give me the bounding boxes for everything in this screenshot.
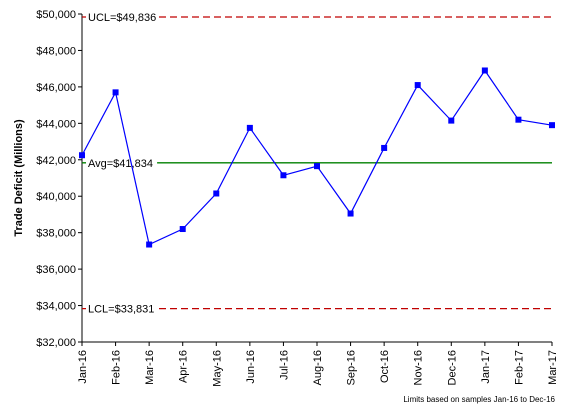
y-tick-label: $50,000: [36, 9, 76, 21]
x-tick-label: May-16: [211, 350, 223, 387]
x-tick-label: Feb-17: [513, 350, 525, 385]
x-tick-label: Jan-17: [480, 350, 492, 384]
x-tick-label: Feb-16: [111, 350, 123, 385]
y-tick-label: $36,000: [36, 264, 76, 276]
data-point-mar-16: [146, 241, 153, 248]
data-point-mar-17: [549, 122, 555, 129]
lcl-label-bg: [86, 301, 158, 316]
avg-label-bg: [86, 155, 158, 170]
ucl-label: UCL=$49,836: [88, 12, 156, 24]
data-point-apr-16: [179, 226, 186, 233]
axes: $32,000 $34,000 $36,000 $38,000 $40,000 $42,0…: [36, 9, 559, 387]
x-tick-label: Mar-16: [144, 350, 156, 385]
y-tick-label: $38,000: [36, 228, 76, 240]
y-tick-label: $32,000: [36, 337, 76, 349]
data-point-jul-16: [280, 172, 287, 179]
x-tick-label: Sep-16: [346, 350, 358, 385]
x-tick-label: Jun-16: [245, 350, 257, 384]
data-point-jun-16: [246, 124, 253, 131]
x-tick-label: Mar-17: [547, 350, 559, 385]
data-point-oct-16: [381, 144, 388, 151]
x-tick-label: Nov-16: [413, 350, 425, 385]
data-point-feb-17: [515, 116, 522, 123]
avg-label: Avg=$41,834: [88, 158, 153, 170]
footnote: Limits based on samples Jan-16 to Dec-16: [403, 395, 555, 404]
y-axis-label: Trade Deficit (Millions): [13, 119, 25, 237]
x-tick-label: Dec-16: [446, 350, 458, 385]
y-tick-label: $42,000: [36, 155, 76, 167]
x-tick-label: Oct-16: [379, 350, 391, 383]
x-tick-label: Apr-16: [178, 350, 190, 383]
data-point-jan-16: [79, 152, 85, 159]
data-point-aug-16: [314, 163, 320, 170]
y-tick-label: $46,000: [36, 82, 76, 94]
data-point-may-16: [213, 190, 220, 197]
data-point-nov-16: [414, 82, 421, 89]
data-point-dec-16: [448, 117, 455, 124]
x-tick-label: Aug-16: [312, 350, 324, 385]
y-tick-label: $44,000: [36, 118, 76, 130]
data-point-jan-17: [481, 67, 488, 74]
y-tick-label: $48,000: [36, 45, 76, 57]
reference-lines: UCL=$49,836 Avg=$41,834 LCL=$33,831: [82, 9, 552, 316]
lcl-label: LCL=$33,831: [88, 304, 154, 316]
x-tick-label: Jul-16: [278, 350, 290, 380]
y-tick-label: $40,000: [36, 191, 76, 203]
data-point-sep-16: [347, 210, 354, 217]
data-point-feb-16: [112, 89, 119, 96]
ucl-label-bg: [86, 9, 158, 24]
y-tick-label: $34,000: [36, 301, 76, 313]
series-layer: [79, 67, 555, 248]
x-tick-label: Jan-16: [77, 350, 89, 384]
